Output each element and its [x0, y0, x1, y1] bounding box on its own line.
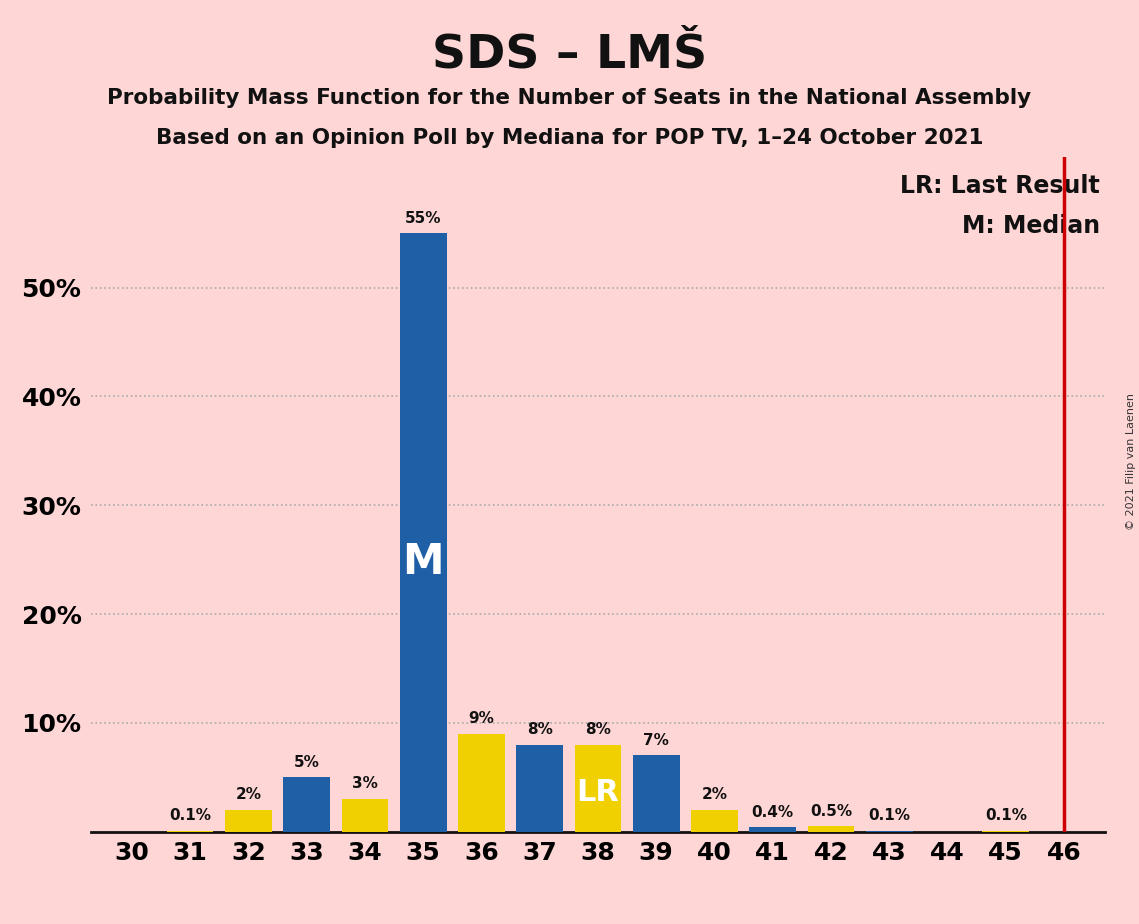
Text: LR: LR — [576, 778, 620, 807]
Text: 0.4%: 0.4% — [752, 805, 794, 820]
Text: Probability Mass Function for the Number of Seats in the National Assembly: Probability Mass Function for the Number… — [107, 88, 1032, 108]
Text: Based on an Opinion Poll by Mediana for POP TV, 1–24 October 2021: Based on an Opinion Poll by Mediana for … — [156, 128, 983, 148]
Bar — [866, 831, 912, 832]
Bar — [342, 799, 388, 832]
Text: 0.5%: 0.5% — [810, 804, 852, 819]
Bar — [808, 826, 854, 832]
Bar — [749, 827, 796, 832]
Bar — [516, 745, 563, 832]
Text: 9%: 9% — [468, 711, 494, 726]
Text: 5%: 5% — [294, 755, 320, 770]
Bar — [575, 745, 621, 832]
Text: 7%: 7% — [644, 733, 670, 748]
Text: © 2021 Filip van Laenen: © 2021 Filip van Laenen — [1126, 394, 1136, 530]
Text: M: M — [402, 541, 444, 583]
Text: SDS – LMŠ: SDS – LMŠ — [432, 32, 707, 78]
Text: M: Median: M: Median — [961, 214, 1100, 238]
Bar — [166, 831, 213, 832]
Bar — [983, 831, 1030, 832]
Bar — [691, 809, 738, 832]
Text: 0.1%: 0.1% — [868, 808, 910, 823]
Text: 2%: 2% — [236, 787, 262, 802]
Text: 8%: 8% — [526, 722, 552, 737]
Text: LR: Last Result: LR: Last Result — [900, 174, 1100, 198]
Text: 55%: 55% — [405, 211, 442, 225]
Text: 2%: 2% — [702, 787, 728, 802]
Bar — [284, 777, 330, 832]
Bar — [633, 756, 680, 832]
Bar — [226, 809, 272, 832]
Text: 8%: 8% — [585, 722, 611, 737]
Text: 3%: 3% — [352, 776, 378, 791]
Text: 0.1%: 0.1% — [985, 808, 1026, 823]
Bar — [400, 233, 446, 832]
Bar — [458, 734, 505, 832]
Text: 0.1%: 0.1% — [170, 808, 211, 823]
